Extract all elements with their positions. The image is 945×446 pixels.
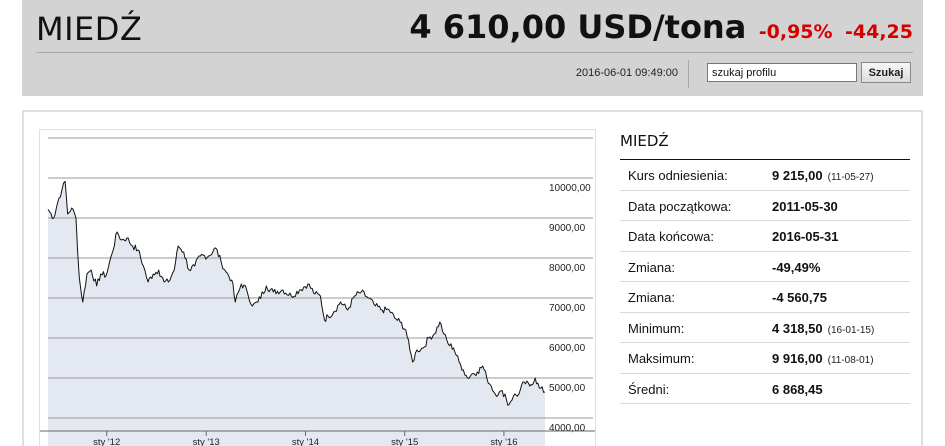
y-tick-label: 5000,00 bbox=[549, 383, 586, 394]
summary-row: Data końcowa: 2016-05-31 bbox=[620, 221, 910, 252]
summary-title: MIEDŹ bbox=[620, 132, 910, 160]
search-button[interactable]: Szukaj bbox=[861, 62, 911, 83]
summary-value: 9 916,00 (11-08-01) bbox=[772, 351, 874, 366]
price-area bbox=[48, 181, 545, 446]
summary-row: Kurs odniesienia: 9 215,00 (11-05-27) bbox=[620, 160, 910, 191]
x-tick-label: sty '12 bbox=[93, 437, 120, 446]
summary-label: Zmiana: bbox=[628, 259, 675, 275]
summary-value: 2016-05-31 bbox=[772, 229, 839, 244]
summary-label: Zmiana: bbox=[628, 290, 675, 305]
x-tick-label: sty '16 bbox=[490, 437, 517, 446]
summary-value: 9 215,00 (11-05-27) bbox=[772, 168, 874, 183]
toolbar-separator bbox=[688, 60, 689, 88]
quote-header: MIEDŹ 4 610,00 USD/tona -0,95% -44,25 20… bbox=[22, 0, 923, 96]
y-tick-label: 6000,00 bbox=[549, 343, 586, 354]
profile-search-input[interactable] bbox=[707, 63, 857, 82]
summary-value-text: 9 215,00 bbox=[772, 168, 823, 183]
summary-row: Maksimum: 9 916,00 (11-08-01) bbox=[620, 343, 910, 374]
summary-row: Zmiana: -49,49% bbox=[620, 252, 910, 282]
header-divider bbox=[36, 52, 913, 53]
y-tick-label: 9000,00 bbox=[549, 223, 586, 234]
summary-value: 2011-05-30 bbox=[772, 199, 838, 214]
summary-label: Minimum: bbox=[628, 320, 685, 336]
x-tick-label: sty '14 bbox=[292, 437, 319, 446]
summary-label: Data początkowa: bbox=[628, 198, 732, 214]
current-price: 4 610,00 USD/tona bbox=[409, 8, 747, 46]
summary-row: Minimum: 4 318,50 (16-01-15) bbox=[620, 313, 910, 343]
y-tick-label: 7000,00 bbox=[549, 303, 586, 314]
summary-value-date: (11-05-27) bbox=[827, 172, 874, 183]
summary-value: -4 560,75 bbox=[772, 290, 827, 305]
summary-label: Maksimum: bbox=[628, 351, 695, 366]
quote-panel: 4000,00 5000,00 6000,00 7000,00 8000,00 9000,… bbox=[22, 110, 923, 446]
summary-value: 4 318,50 (16-01-15) bbox=[772, 321, 874, 336]
summary-value-text: 2011-05-30 bbox=[772, 198, 838, 214]
summary-row: Zmiana: -4 560,75 bbox=[620, 282, 910, 313]
summary-label: Średni: bbox=[628, 381, 670, 397]
summary-rows: Kurs odniesienia: 9 215,00 (11-05-27) Data … bbox=[620, 160, 910, 404]
y-tick-label: 8000,00 bbox=[549, 263, 586, 274]
summary-table: MIEDŹ Kurs odniesienia: 9 215,00 (11-05-27… bbox=[620, 132, 910, 404]
summary-value-date: (11-08-01) bbox=[827, 355, 874, 366]
summary-row: Średni: 6 868,45 bbox=[620, 374, 910, 404]
price-line: 4 610,00 USD/tona -0,95% -44,25 bbox=[409, 8, 913, 46]
summary-label: Data końcowa: bbox=[628, 229, 714, 244]
summary-value-text: 4 318,50 bbox=[772, 320, 823, 336]
summary-value-text: -49,49% bbox=[772, 259, 821, 275]
x-tick-label: sty '15 bbox=[391, 437, 418, 446]
price-chart: 4000,00 5000,00 6000,00 7000,00 8000,00 9000,… bbox=[39, 129, 596, 446]
quote-datetime: 2016-06-01 09:49:00 bbox=[575, 67, 678, 79]
instrument-name: MIEDŹ bbox=[36, 10, 143, 48]
summary-value: -49,49% bbox=[772, 260, 820, 275]
price-chart-svg: 4000,00 5000,00 6000,00 7000,00 8000,00 9000,… bbox=[40, 137, 595, 446]
change-absolute: -44,25 bbox=[845, 21, 913, 43]
price-line bbox=[47, 180, 546, 406]
change-percent: -0,95% bbox=[758, 21, 833, 43]
summary-value-text: 9 916,00 bbox=[772, 351, 823, 366]
summary-value-text: 6 868,45 bbox=[772, 381, 823, 397]
summary-label: Kurs odniesienia: bbox=[628, 168, 728, 183]
summary-value-date: (16-01-15) bbox=[827, 324, 875, 336]
y-tick-label: 4000,00 bbox=[549, 423, 586, 434]
summary-value-text: -4 560,75 bbox=[772, 290, 827, 305]
summary-value-text: 2016-05-31 bbox=[772, 229, 839, 244]
y-tick-label: 10000,00 bbox=[549, 183, 591, 194]
summary-row: Data początkowa: 2011-05-30 bbox=[620, 191, 910, 221]
x-tick-label: sty '13 bbox=[193, 437, 220, 446]
summary-value: 6 868,45 bbox=[772, 382, 823, 397]
